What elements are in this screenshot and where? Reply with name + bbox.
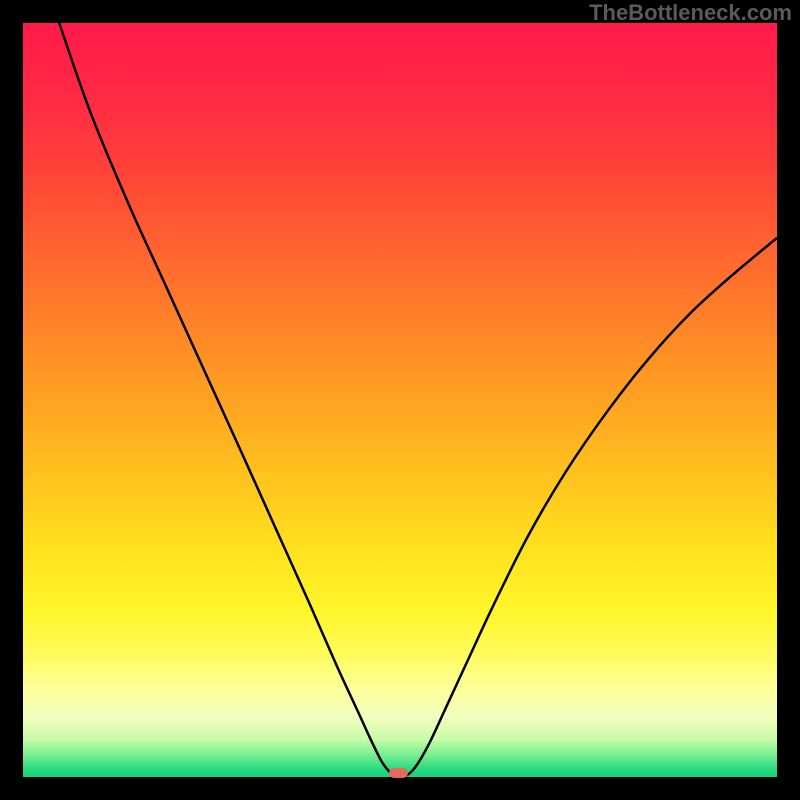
optimal-point-marker [389,768,409,778]
bottleneck-curve [23,23,777,777]
chart-canvas: TheBottleneck.com [0,0,800,800]
